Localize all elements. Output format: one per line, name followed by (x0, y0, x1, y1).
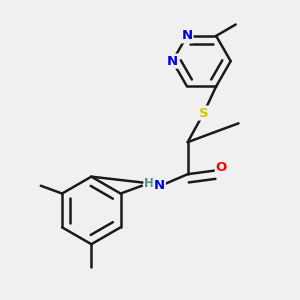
Text: O: O (216, 160, 227, 174)
Text: S: S (199, 106, 208, 119)
Text: N: N (167, 55, 178, 68)
Text: N: N (182, 29, 193, 42)
Text: N: N (154, 179, 165, 192)
Text: H: H (144, 177, 154, 190)
